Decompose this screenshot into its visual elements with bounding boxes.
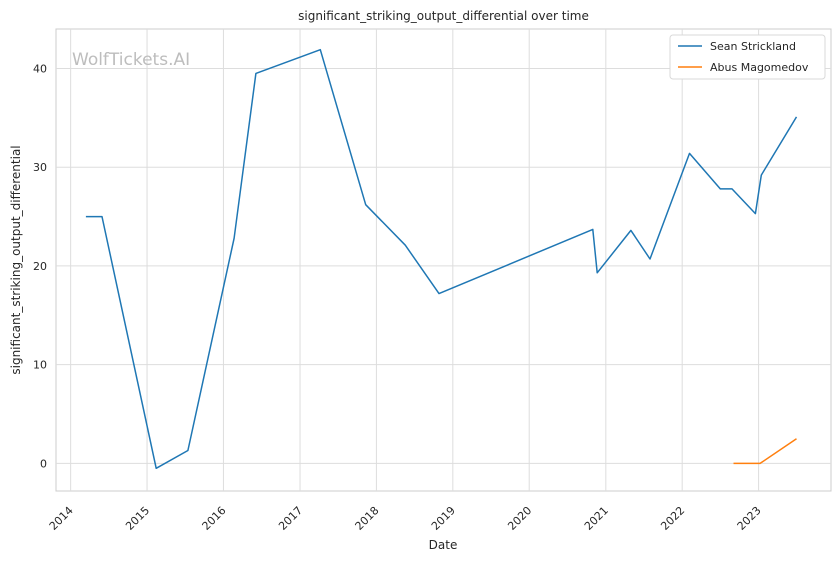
- legend-box: [669, 34, 826, 80]
- data-point-sean-strickland: [596, 272, 598, 274]
- data-point-sean-strickland: [754, 212, 756, 214]
- data-point-abus-magomedov: [795, 437, 797, 439]
- series-line-abus-magomedov: [733, 438, 797, 465]
- series-layer: [85, 48, 798, 470]
- data-point-sean-strickland: [233, 237, 235, 239]
- x-tick-label: 2015: [123, 504, 152, 533]
- x-tick-label: 2017: [276, 504, 305, 533]
- y-tick-label: 40: [33, 62, 47, 75]
- legend-label-sean-strickland: Sean Strickland: [710, 40, 796, 53]
- x-tick-label: 2019: [429, 504, 458, 533]
- data-point-abus-magomedov: [759, 462, 761, 464]
- x-tick-label: 2022: [658, 504, 687, 533]
- data-point-sean-strickland: [187, 449, 189, 451]
- x-tick-label: 2020: [505, 504, 534, 533]
- chart-title: significant_striking_output_differential…: [298, 9, 589, 23]
- data-point-sean-strickland: [404, 244, 406, 246]
- legend-label-abus-magomedov: Abus Magomedov: [710, 61, 809, 74]
- y-tick-label: 0: [40, 457, 47, 470]
- data-point-sean-strickland: [85, 215, 87, 217]
- data-point-sean-strickland: [365, 204, 367, 206]
- grid-lines: [56, 29, 831, 491]
- x-tick-label: 2021: [582, 504, 611, 533]
- x-tick-label: 2023: [735, 504, 764, 533]
- x-tick-label: 2018: [353, 504, 382, 533]
- y-axis-title: significant_striking_output_differential: [9, 145, 23, 374]
- data-point-sean-strickland: [795, 116, 797, 118]
- legend: Sean Strickland Abus Magomedov: [669, 34, 826, 80]
- data-point-sean-strickland: [101, 215, 103, 217]
- data-point-sean-strickland: [760, 174, 762, 176]
- y-tick-label: 10: [33, 359, 47, 372]
- data-point-sean-strickland: [630, 229, 632, 231]
- x-tick-label: 2014: [47, 504, 76, 533]
- data-point-sean-strickland: [255, 72, 257, 74]
- data-point-sean-strickland: [649, 258, 651, 260]
- data-point-sean-strickland: [719, 188, 721, 190]
- plot-area: [55, 28, 832, 492]
- data-point-sean-strickland: [688, 152, 690, 154]
- x-axis-title: Date: [429, 538, 458, 552]
- data-point-sean-strickland: [319, 49, 321, 51]
- data-point-abus-magomedov: [732, 462, 734, 464]
- data-point-sean-strickland: [438, 292, 440, 294]
- y-tick-label: 30: [33, 161, 47, 174]
- watermark: WolfTickets.AI: [72, 50, 190, 70]
- data-point-sean-strickland: [731, 188, 733, 190]
- data-point-sean-strickland: [592, 228, 594, 230]
- series-line-sean-strickland: [85, 48, 798, 470]
- y-tick-label: 20: [33, 260, 47, 273]
- x-tick-label: 2016: [200, 504, 229, 533]
- data-point-sean-strickland: [155, 467, 157, 469]
